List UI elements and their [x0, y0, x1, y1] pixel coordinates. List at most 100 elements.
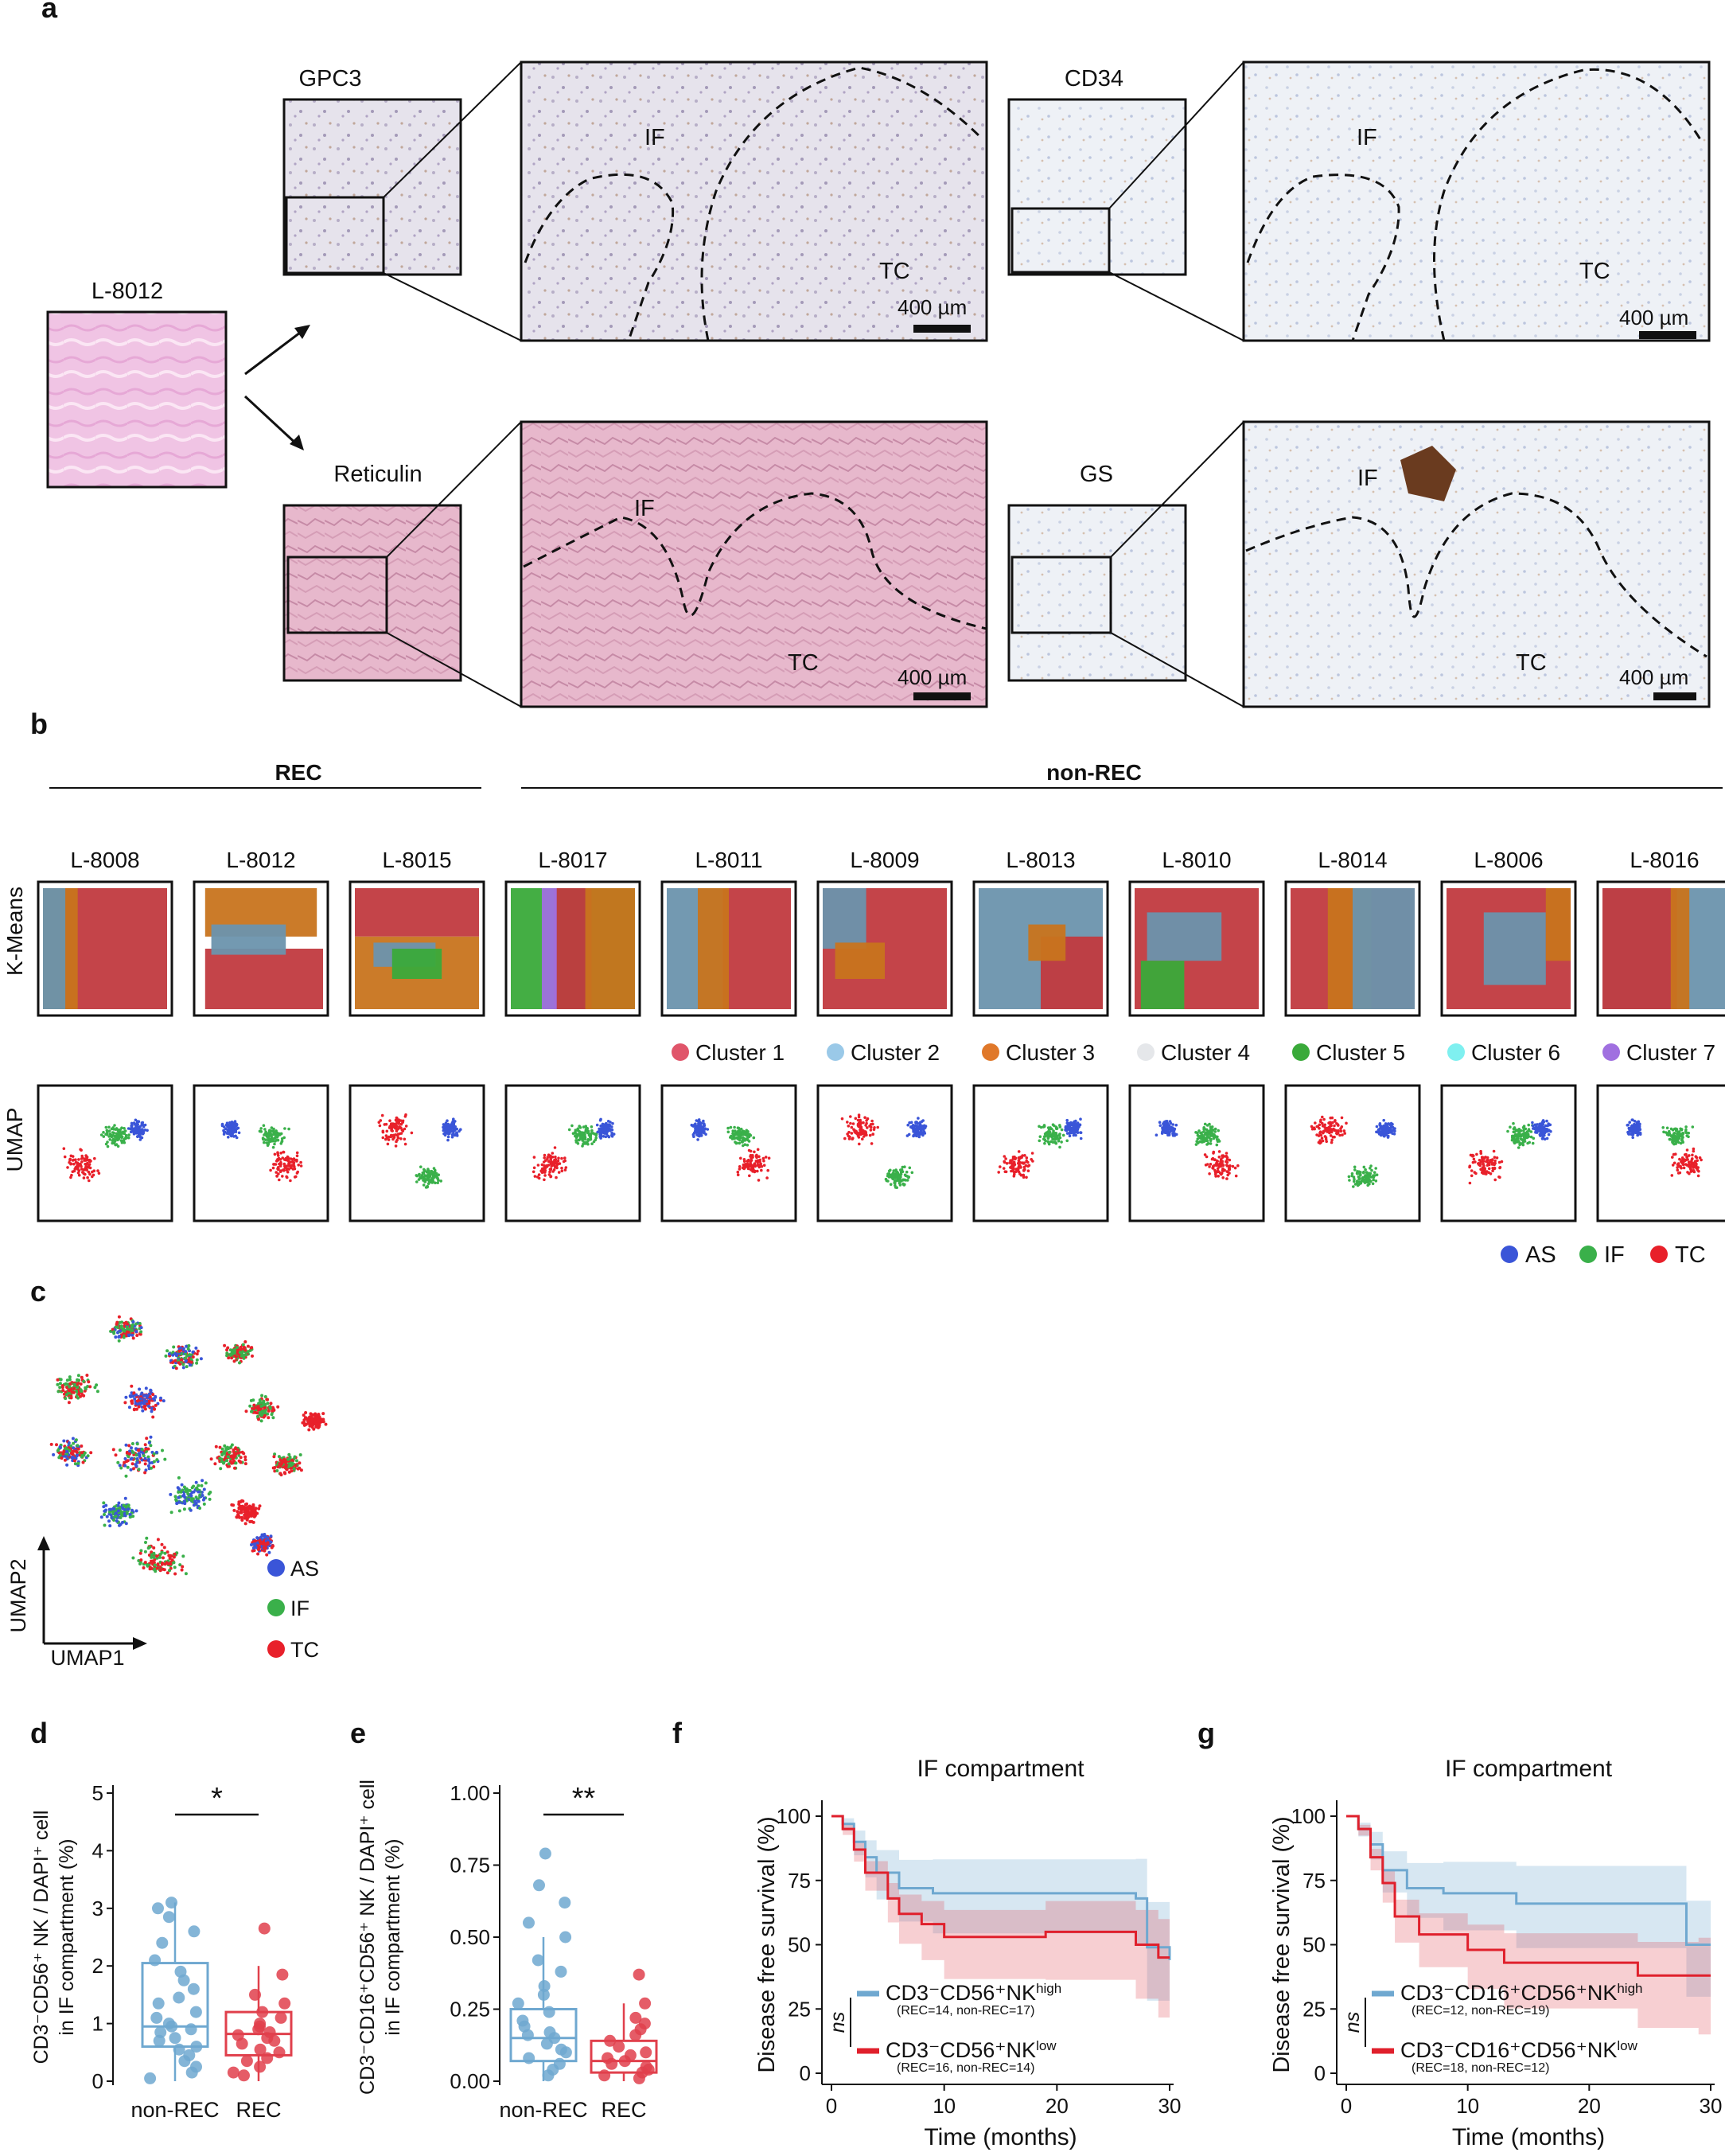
umap-point	[139, 1397, 142, 1401]
umap-point	[191, 1355, 195, 1359]
cluster-region	[43, 888, 66, 1009]
umap-point	[1205, 1155, 1209, 1159]
legend-label-if: IF	[290, 1597, 310, 1620]
umap-frame	[1284, 1084, 1421, 1222]
umap-point	[111, 1141, 114, 1145]
sample-label: L-8014	[1318, 848, 1387, 872]
umap-point	[1470, 1174, 1474, 1178]
data-point	[254, 2060, 267, 2073]
umap-point	[158, 1555, 162, 1559]
umap-point	[901, 1165, 905, 1169]
umap-point	[117, 1137, 120, 1140]
umap-point	[63, 1155, 67, 1159]
umap-point	[750, 1156, 753, 1160]
umap-point	[293, 1175, 297, 1179]
legend-label-as: AS	[290, 1557, 319, 1581]
umap-point	[162, 1399, 165, 1403]
umap-point	[142, 1566, 146, 1569]
umap-point	[1213, 1127, 1217, 1131]
umap-point	[1077, 1125, 1081, 1129]
umap-point	[1671, 1141, 1675, 1144]
umap-point	[82, 1168, 85, 1172]
umap-point	[1680, 1156, 1684, 1160]
umap-point	[237, 1507, 241, 1511]
umap-point	[908, 1166, 912, 1170]
kmeans-frame	[349, 880, 485, 1017]
umap-point	[900, 1168, 904, 1172]
arrowhead-down	[290, 435, 304, 450]
umap-point	[1170, 1129, 1174, 1133]
umap-point	[260, 1394, 264, 1398]
umap-point	[730, 1137, 734, 1140]
umap-point	[244, 1506, 248, 1510]
umap-point	[173, 1495, 177, 1499]
umap-point	[1531, 1124, 1535, 1128]
umap-point	[1221, 1176, 1225, 1179]
umap-point	[604, 1131, 607, 1134]
umap-point	[266, 1536, 270, 1540]
umap-point	[917, 1125, 921, 1129]
umap-point	[1374, 1179, 1378, 1183]
umap-point	[1064, 1125, 1068, 1129]
umap-point	[1049, 1140, 1053, 1144]
umap-point	[1685, 1148, 1689, 1152]
umap-point	[758, 1158, 761, 1162]
group-rec-label: REC	[275, 760, 321, 785]
umap-point	[268, 1129, 271, 1133]
umap-point	[1322, 1117, 1326, 1121]
region-tc: TC	[1579, 259, 1610, 284]
umap-point	[266, 1541, 270, 1545]
umap-point	[1019, 1173, 1023, 1177]
umap-point	[1310, 1125, 1314, 1129]
umap-point	[76, 1444, 80, 1448]
umap-point	[316, 1417, 320, 1421]
umap-point	[1217, 1150, 1221, 1153]
umap-point	[148, 1565, 152, 1569]
umap-point	[450, 1135, 454, 1139]
umap-point	[532, 1170, 535, 1174]
umap-point	[894, 1179, 898, 1183]
umap-point	[574, 1136, 578, 1140]
umap-point	[167, 1352, 171, 1356]
umap-point	[555, 1160, 559, 1164]
umap-point	[1010, 1164, 1014, 1168]
panel-letter-e: e	[350, 1717, 366, 1749]
umap-point	[137, 1120, 141, 1123]
umap-frame	[504, 1084, 641, 1222]
umap-point	[1676, 1140, 1680, 1144]
umap-point	[152, 1460, 156, 1464]
umap-point	[1030, 1158, 1033, 1161]
umap-point	[59, 1446, 62, 1449]
umap-point	[279, 1169, 283, 1172]
umap-point	[251, 1504, 255, 1508]
umap-point	[154, 1403, 158, 1407]
umap-point	[233, 1466, 236, 1470]
data-point	[252, 2023, 265, 2036]
umap-point	[611, 1121, 614, 1125]
umap-point	[550, 1164, 554, 1168]
umap-point	[250, 1409, 253, 1413]
umap-point	[286, 1457, 290, 1461]
umap-point	[232, 1128, 235, 1131]
umap-point	[120, 1136, 123, 1139]
umap-point	[1689, 1168, 1692, 1171]
umap-point	[226, 1464, 230, 1468]
umap-point	[1666, 1132, 1670, 1135]
umap-point	[133, 1397, 137, 1401]
umap-point	[1636, 1133, 1640, 1136]
umap-point	[1318, 1123, 1322, 1127]
umap-point	[117, 1339, 121, 1343]
umap-point	[887, 1175, 891, 1179]
umap-point	[278, 1133, 282, 1136]
cluster-region	[1545, 888, 1571, 961]
umap-point	[131, 1336, 135, 1340]
umap-point	[1372, 1178, 1375, 1182]
compartment-legend-label: TC	[1675, 1242, 1706, 1268]
umap-point	[857, 1133, 860, 1136]
arrow-down	[243, 395, 300, 447]
umap-point	[590, 1129, 594, 1133]
umap-point	[704, 1133, 707, 1136]
umap-point	[1225, 1152, 1229, 1155]
umap-point	[1345, 1121, 1348, 1125]
umap-point	[870, 1119, 874, 1123]
